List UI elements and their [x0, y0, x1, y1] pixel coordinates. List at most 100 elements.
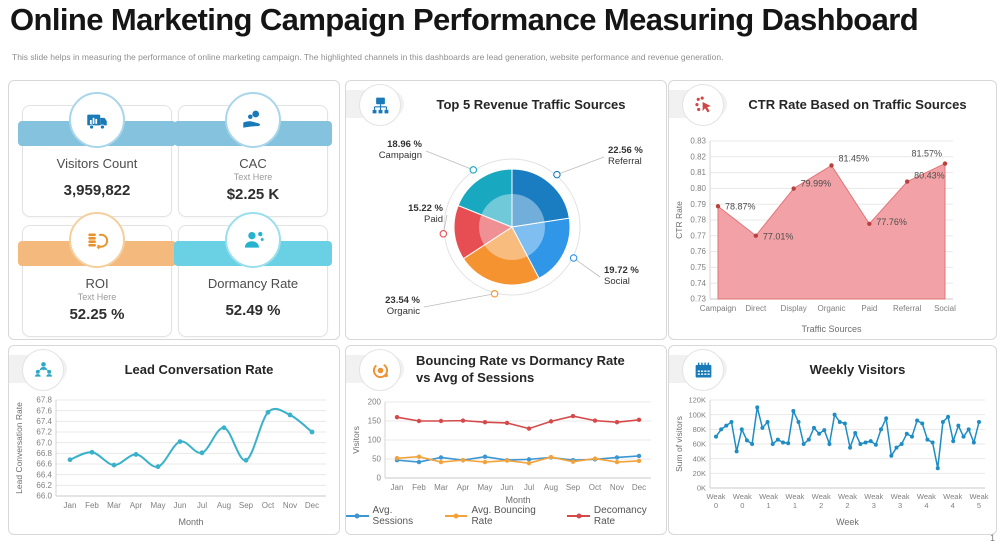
kpi-card-cac: CAC Text Here $2.25 K — [174, 92, 332, 217]
kpi-subtitle: Text Here — [233, 172, 273, 182]
svg-text:67.6: 67.6 — [36, 406, 52, 415]
svg-text:Jul: Jul — [524, 483, 534, 492]
svg-text:66.2: 66.2 — [36, 481, 52, 490]
svg-text:Referral: Referral — [893, 304, 922, 313]
svg-text:77.01%: 77.01% — [763, 232, 794, 242]
svg-text:Aug: Aug — [217, 501, 231, 510]
weekly-line-chart: 0K 20K 40K 60K 80K 100K 120K Sum of visitors Wee… — [674, 396, 989, 527]
kpi-card-roi: ROI Text Here 52.25 % — [18, 212, 176, 337]
svg-text:Sep: Sep — [239, 501, 254, 510]
svg-text:Jun: Jun — [174, 501, 187, 510]
svg-text:Oct: Oct — [262, 501, 275, 510]
panel-title: Bouncing Rate vs Dormancy Rate vs Avg of… — [416, 353, 658, 387]
kpi-panel: Visitors Count 3,959,822 CAC Text Here $2.25… — [8, 80, 340, 340]
svg-text:Social: Social — [934, 304, 956, 313]
svg-text:CTR Rate: CTR Rate — [674, 201, 684, 239]
kpi-subtitle: Text Here — [77, 292, 117, 302]
svg-text:Month: Month — [505, 495, 530, 505]
svg-text:Visitors: Visitors — [351, 426, 361, 454]
kpi-value: 52.25 % — [69, 306, 125, 323]
user-gears-icon — [225, 212, 281, 268]
hand-coin-icon — [225, 92, 281, 148]
svg-text:0.76: 0.76 — [690, 247, 706, 256]
svg-text:0.82: 0.82 — [690, 152, 706, 161]
svg-text:0.74: 0.74 — [690, 279, 706, 288]
svg-text:0.75: 0.75 — [690, 263, 706, 272]
svg-text:Oct: Oct — [589, 483, 602, 492]
svg-text:150: 150 — [368, 417, 382, 426]
click-icon — [682, 84, 724, 126]
svg-text:50: 50 — [372, 455, 381, 464]
svg-text:66.6: 66.6 — [36, 460, 52, 469]
svg-text:78.87%: 78.87% — [725, 201, 756, 211]
legend-item-decomancy-rate: Decomancy Rate — [567, 505, 666, 527]
svg-text:Traffic Sources: Traffic Sources — [801, 324, 862, 334]
svg-text:81.45%: 81.45% — [839, 153, 870, 163]
svg-text:100: 100 — [368, 436, 382, 445]
traffic-truck-icon — [69, 92, 125, 148]
svg-text:Direct: Direct — [745, 304, 767, 313]
svg-text:0.78: 0.78 — [690, 216, 706, 225]
svg-text:May: May — [477, 483, 492, 492]
svg-text:May: May — [150, 501, 165, 510]
svg-text:66.0: 66.0 — [36, 492, 52, 501]
svg-text:Organic: Organic — [387, 306, 421, 317]
svg-text:Month: Month — [178, 517, 203, 527]
svg-text:40K: 40K — [693, 454, 706, 463]
kpi-name: Dormancy Rate — [207, 276, 299, 291]
page-title: Online Marketing Campaign Performance Me… — [10, 2, 919, 37]
bounce-icon — [359, 349, 401, 391]
svg-text:66.4: 66.4 — [36, 470, 52, 479]
svg-text:200: 200 — [368, 398, 382, 407]
svg-text:60K: 60K — [693, 440, 706, 449]
svg-text:Campaign: Campaign — [379, 150, 422, 161]
lead-people-icon — [22, 349, 64, 391]
svg-text:77.76%: 77.76% — [876, 217, 907, 227]
svg-text:Apr: Apr — [457, 483, 470, 492]
legend-item-avg-sessions: Avg. Sessions — [346, 505, 432, 527]
kpi-name: Visitors Count — [56, 156, 138, 171]
panel-title: CTR Rate Based on Traffic Sources — [748, 97, 967, 112]
svg-text:19.72 %: 19.72 % — [604, 265, 639, 276]
kpi-name: CAC — [239, 156, 267, 171]
svg-text:66.8: 66.8 — [36, 449, 52, 458]
revenue-traffic-panel: Top 5 Revenue Traffic Sources 22.56 % Ref… — [345, 80, 667, 340]
legend-marker — [567, 513, 590, 519]
kpi-card-visitors-count: Visitors Count 3,959,822 — [18, 92, 176, 217]
svg-text:0K: 0K — [697, 484, 706, 493]
bounce-line-chart: 0 50 100 150 200 Visitors Month Jan Feb Mar Apr May… — [351, 398, 651, 505]
svg-text:Jan: Jan — [391, 483, 404, 492]
kpi-card-dormancy-rate: Dormancy Rate 52.49 % — [174, 212, 332, 337]
svg-text:Sep: Sep — [566, 483, 581, 492]
svg-text:Jan: Jan — [64, 501, 77, 510]
kpi-name: ROI — [85, 276, 109, 291]
ctr-area-chart: 0.73 0.74 0.75 0.76 0.77 0.78 0.79 0.80 0.81 0.82… — [674, 137, 956, 334]
svg-text:Mar: Mar — [434, 483, 448, 492]
svg-text:120K: 120K — [688, 396, 706, 405]
svg-text:0.73: 0.73 — [690, 295, 706, 304]
svg-text:0.77: 0.77 — [690, 231, 706, 240]
calendar-icon — [682, 349, 724, 391]
svg-text:0: 0 — [377, 474, 382, 483]
svg-text:20K: 20K — [693, 469, 706, 478]
lead-conversion-panel: Lead Conversation Rate 66.0 66.2 66.4 66.6 6… — [8, 345, 340, 535]
page-subtitle: This slide helps in measuring the perfor… — [12, 52, 724, 62]
bounce-dormancy-panel: Bouncing Rate vs Dormancy Rate vs Avg of… — [345, 345, 667, 535]
legend-item-avg-bouncing-rate: Avg. Bouncing Rate — [444, 505, 554, 527]
svg-text:Feb: Feb — [85, 501, 99, 510]
svg-text:0.79: 0.79 — [690, 200, 706, 209]
svg-text:Nov: Nov — [610, 483, 624, 492]
revenue-pie-chart: 22.56 %Referral 19.72 %Social 23.54 %Organ… — [379, 139, 644, 317]
svg-text:Jul: Jul — [197, 501, 207, 510]
svg-text:Organic: Organic — [817, 304, 845, 313]
kpi-value: $2.25 K — [226, 186, 280, 203]
